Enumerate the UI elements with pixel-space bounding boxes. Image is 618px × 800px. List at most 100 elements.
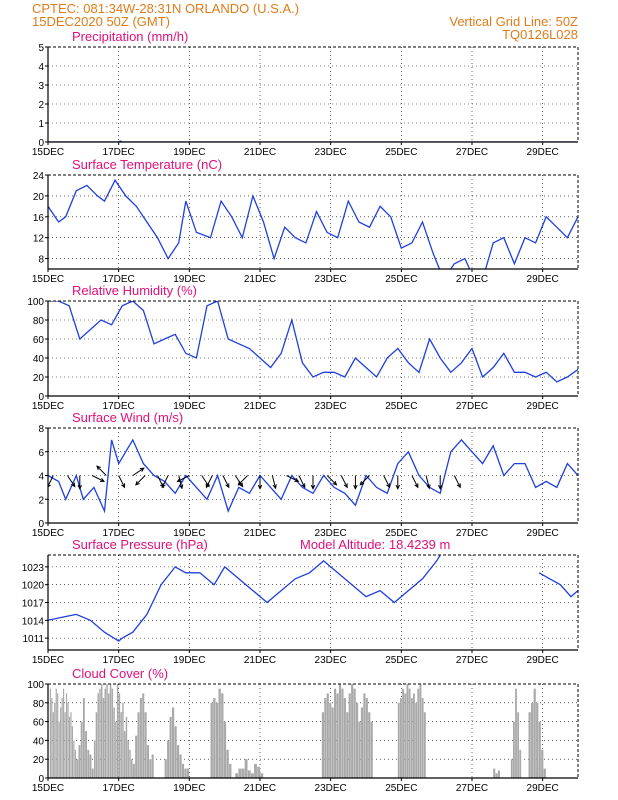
cloud-bar	[87, 749, 90, 778]
wind-arrow-head	[343, 483, 348, 489]
cloud-bar	[334, 688, 337, 778]
wind-arrow	[298, 475, 306, 488]
wind-arrow-head	[359, 480, 365, 486]
x-tick-label: 23DEC	[315, 783, 347, 794]
cloud-bar	[65, 693, 68, 778]
cloud-bar	[528, 712, 531, 778]
header-date: 15DEC2020 50Z (GMT)	[32, 14, 170, 29]
cloud-bar	[104, 688, 106, 778]
wind-arrow	[67, 475, 76, 487]
cloud-bar	[493, 768, 496, 778]
x-tick-label: 17DEC	[103, 274, 135, 285]
x-tick-label: 25DEC	[385, 401, 417, 412]
x-tick-label: 15DEC	[32, 274, 64, 285]
cloud-bar	[49, 688, 51, 778]
wind-arrow-head	[205, 483, 210, 489]
x-tick-label: 19DEC	[173, 783, 205, 794]
pressure-series-line	[538, 572, 578, 598]
cloud-bar	[89, 754, 92, 778]
x-tick-label: 23DEC	[315, 274, 347, 285]
y-tick-label: 60	[33, 335, 45, 346]
cloud-bar	[135, 735, 138, 778]
cloud-bar	[82, 698, 85, 778]
cloud-cover-title: Cloud Cover (%)	[72, 666, 168, 681]
cloud-bar	[164, 759, 167, 778]
wind-arrow-head	[426, 484, 431, 490]
x-tick-label: 19DEC	[173, 147, 205, 158]
cloud-bar	[244, 759, 248, 778]
cloud-bar	[60, 707, 62, 778]
x-tick-label: 19DEC	[173, 655, 205, 666]
wind-arrow	[237, 475, 248, 486]
x-tick-label: 29DEC	[527, 147, 559, 158]
cloud-bar	[324, 698, 327, 778]
y-tick-label: 0	[38, 138, 44, 149]
humidity-title: Relative Humidity (%)	[72, 283, 197, 298]
wind-arrow-head	[332, 480, 338, 486]
x-tick-label: 17DEC	[103, 528, 135, 539]
wind-series-line	[48, 438, 578, 514]
cloud-bar	[336, 693, 339, 778]
x-tick-label: 27DEC	[456, 401, 488, 412]
cloud-bar	[63, 688, 65, 778]
cloud-bar	[122, 702, 124, 778]
cloud-bar	[419, 684, 422, 778]
cloud-bar	[510, 759, 513, 778]
cloud-bar	[229, 763, 232, 778]
precipitation-title: Precipitation (mm/h)	[72, 29, 188, 44]
x-tick-label: 21DEC	[244, 147, 276, 158]
humidity-series-line	[48, 301, 578, 383]
cloud-bar	[541, 749, 544, 778]
x-tick-label: 15DEC	[32, 147, 64, 158]
y-tick-label: 80	[33, 316, 45, 327]
cloud-bar	[137, 712, 140, 778]
y-tick-label: 1	[38, 119, 44, 130]
x-tick-label: 19DEC	[173, 528, 205, 539]
y-tick-label: 100	[27, 680, 44, 691]
wind-arrow-head	[135, 480, 140, 486]
cloud-bar	[108, 693, 110, 778]
cloud-bar	[70, 712, 72, 778]
wind-arrow	[135, 475, 146, 486]
cloud-bar	[365, 698, 368, 778]
cloud-bar	[421, 698, 424, 778]
y-tick-label: 1011	[22, 634, 44, 645]
x-tick-label: 29DEC	[527, 401, 559, 412]
cloud-bar	[120, 712, 122, 778]
cloud-bar	[144, 712, 147, 778]
cloud-bar	[64, 712, 66, 778]
y-tick-label: 1014	[22, 616, 45, 627]
cloud-bar	[402, 688, 405, 778]
cloud-bar	[533, 688, 536, 778]
cloud-bar	[51, 698, 53, 778]
cloud-bar	[417, 688, 420, 778]
cloud-bar	[241, 768, 245, 778]
wind-arrow	[359, 475, 370, 486]
cloud-bar	[515, 688, 517, 778]
wind-arrow-head	[456, 483, 461, 489]
cloud-bar	[254, 763, 257, 778]
wind-arrow	[425, 475, 430, 489]
cloud-bar	[102, 698, 105, 778]
wind-arrow	[96, 465, 107, 476]
cloud-bar	[78, 745, 81, 778]
wind-arrow-head	[301, 483, 306, 489]
wind-arrow	[222, 475, 230, 488]
cloud-bar	[57, 693, 59, 778]
x-tick-label: 29DEC	[527, 783, 559, 794]
x-tick-label: 21DEC	[244, 401, 276, 412]
cloud-bar	[67, 702, 69, 778]
y-tick-label: 4	[38, 62, 44, 73]
y-tick-label: 24	[33, 171, 45, 182]
cloud-bar	[139, 698, 142, 778]
cloud-bar	[95, 712, 98, 778]
x-tick-label: 15DEC	[32, 528, 64, 539]
cloud-bar	[519, 749, 522, 778]
cloud-bar	[146, 745, 149, 778]
cloud-bar	[410, 698, 413, 778]
precipitation-panel: 0 1 2 3 4 5 15DEC 17DEC 19DEC 21DEC 23DEC 25DEC 27DE…	[32, 29, 579, 158]
wind-arrow-head	[139, 467, 145, 472]
wind-arrow-head	[99, 477, 106, 482]
wind-arrow-head	[353, 484, 358, 490]
